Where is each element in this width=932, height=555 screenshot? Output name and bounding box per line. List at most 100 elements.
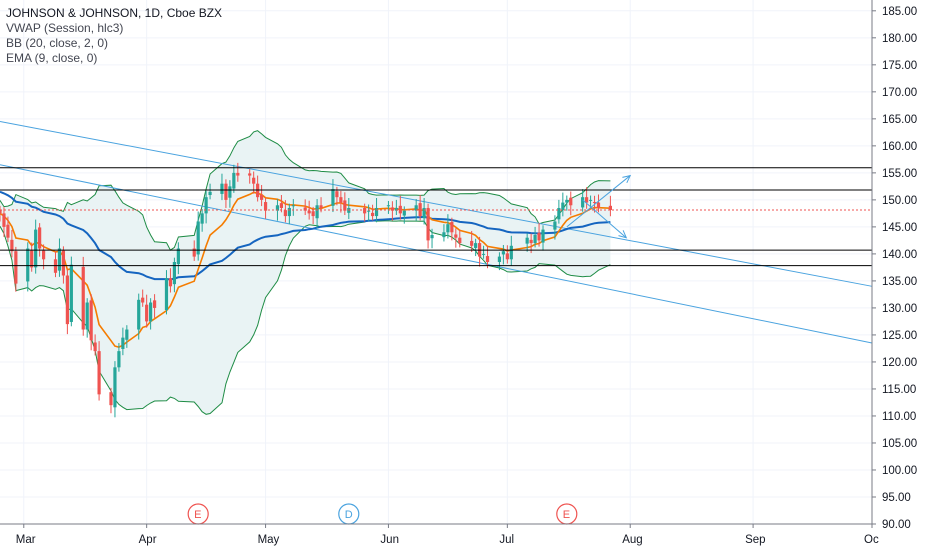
candle-body [505, 253, 509, 260]
candle-body [331, 189, 335, 206]
candle-body [176, 248, 180, 265]
candles [0, 162, 612, 418]
candle-body [367, 210, 371, 212]
candle-body [89, 300, 93, 341]
price-tick-label: 150.00 [882, 195, 917, 207]
price-tick-label: 115.00 [882, 384, 916, 396]
candle-body [168, 278, 173, 287]
candle-body [596, 202, 601, 208]
candle-body [224, 183, 228, 200]
candle-body [343, 200, 347, 211]
candle-body [339, 197, 343, 203]
price-axis-bg [872, 0, 932, 550]
time-tick-label: Oc [864, 534, 879, 546]
ema-series [0, 191, 611, 348]
price-tick-label: 180.00 [882, 33, 917, 45]
time-tick-label: Jul [499, 534, 514, 546]
candle-body [307, 210, 311, 214]
price-tick-label: 170.00 [882, 87, 917, 99]
candle-body [220, 183, 224, 194]
time-tick-label: May [258, 534, 280, 546]
price-tick-label: 155.00 [882, 168, 917, 180]
candle-body [30, 250, 34, 268]
candle-body [315, 205, 319, 219]
candle-body [386, 205, 391, 207]
ema-line [0, 191, 611, 348]
dividend-marker-label: D [345, 509, 353, 521]
candle-body [42, 250, 46, 260]
price-tick-label: 130.00 [882, 303, 917, 315]
candle-body [279, 203, 284, 208]
candle-body [291, 205, 295, 207]
legend-bb: BB (20, close, 2, 0) [6, 36, 109, 50]
bollinger-upper [0, 130, 611, 251]
trend-line [0, 164, 873, 344]
candle-body [485, 256, 490, 262]
price-tick-label: 145.00 [882, 222, 917, 234]
candle-body [394, 207, 398, 211]
candle-body [581, 197, 585, 208]
candle-body [57, 248, 62, 271]
candle-body [458, 237, 462, 244]
candle-body [149, 302, 153, 322]
candle-body [501, 251, 505, 255]
candle-body [585, 197, 589, 203]
candle-body [363, 207, 367, 214]
bollinger-band-fill [0, 130, 611, 415]
legend-ema: EMA (9, close, 0) [6, 51, 98, 65]
candle-body [442, 232, 446, 238]
candle-body [335, 191, 339, 198]
candle-body [525, 237, 529, 244]
candle-body [2, 213, 6, 227]
candle-body [97, 351, 101, 395]
arrows [566, 174, 632, 239]
price-tick-label: 120.00 [882, 357, 917, 369]
candle-body [311, 211, 315, 217]
price-tick-label: 160.00 [882, 141, 917, 153]
price-tick-label: 100.00 [882, 465, 917, 477]
candle-body [14, 251, 18, 284]
candle-body [450, 222, 454, 233]
trend-lines [0, 121, 873, 344]
candle-body [172, 262, 176, 285]
candle-body [537, 232, 541, 241]
candle-body [509, 245, 513, 260]
candle-body [69, 264, 73, 322]
time-tick-label: Jun [380, 534, 399, 546]
price-tick-label: 105.00 [882, 438, 917, 450]
candle-body [283, 210, 287, 217]
candle-body [275, 205, 280, 211]
arrow-head [622, 174, 632, 184]
vwap-line [0, 190, 611, 281]
legend-vwap: VWAP (Session, hlc3) [6, 21, 124, 35]
candle-body [38, 227, 42, 249]
candle-body [121, 337, 125, 349]
price-tick-label: 140.00 [882, 249, 917, 261]
candle-body [252, 177, 256, 184]
candle-body [370, 212, 375, 217]
candle-body [374, 207, 379, 217]
candle-body [0, 210, 2, 214]
arrow-line [566, 175, 631, 228]
trend-line [0, 121, 873, 287]
candle-body [10, 239, 14, 252]
candle-body [192, 248, 196, 257]
candle-body [196, 221, 200, 255]
candle-body [61, 250, 66, 276]
price-tick-label: 125.00 [882, 330, 917, 342]
bollinger-fill [0, 130, 611, 415]
candle-body [569, 197, 573, 206]
candle-body [125, 329, 129, 340]
candle-body [141, 297, 145, 303]
candle-body [164, 278, 169, 311]
candle-body [117, 351, 121, 368]
candle-body [608, 205, 612, 211]
candle-body [481, 253, 486, 255]
candle-body [228, 186, 232, 198]
price-tick-label: 135.00 [882, 276, 917, 288]
candle-body [260, 195, 264, 200]
candle-body [553, 221, 557, 230]
